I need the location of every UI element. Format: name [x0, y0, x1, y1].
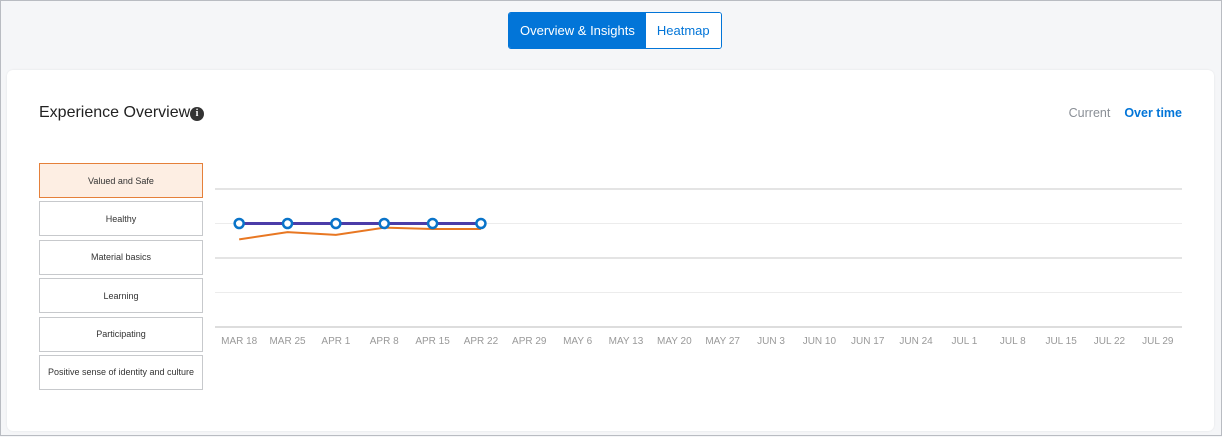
point-marker [330, 217, 342, 230]
point-marker [281, 217, 294, 230]
point-marker [475, 217, 487, 230]
domain-button[interactable]: Positive sense of identity and culture [39, 354, 203, 390]
domain-button[interactable]: Learning [39, 278, 203, 314]
point-marker [378, 217, 390, 230]
domain-button[interactable]: Participating [39, 316, 203, 352]
x-tick-label: MAY 27 [705, 336, 740, 347]
x-tick-label: APR 29 [512, 336, 547, 347]
point-marker [426, 217, 439, 230]
info-icon[interactable]: i [190, 107, 204, 121]
view-option[interactable]: Current [1068, 106, 1111, 120]
x-tick-label: JUL 8 [1000, 336, 1026, 347]
x-tick-label: MAY 13 [609, 336, 644, 347]
series-line [239, 226, 481, 241]
x-tick-label: JUN 3 [757, 336, 785, 347]
domain-button[interactable]: Valued and Safe [39, 163, 203, 198]
x-tick-label: JUN 10 [803, 336, 837, 347]
domain-button[interactable]: Material basics [39, 239, 203, 275]
x-tick-label: APR 15 [415, 336, 450, 347]
x-tick-label: JUN 24 [899, 336, 933, 347]
x-tick-label: JUL 15 [1045, 336, 1077, 347]
view-toggle: Current Over time [1069, 106, 1182, 120]
x-tick-label: JUL 22 [1094, 336, 1126, 347]
x-tick-label: JUN 17 [851, 336, 885, 347]
domain-button[interactable]: Healthy [39, 201, 203, 237]
x-tick-label: MAY 20 [657, 336, 692, 347]
tab[interactable]: Heatmap [645, 13, 721, 48]
x-tick-label: APR 8 [370, 336, 399, 347]
x-tick-label: APR 22 [464, 336, 499, 347]
x-tick-label: MAY 6 [563, 336, 593, 347]
x-tick-label: APR 1 [321, 336, 350, 347]
point-marker [233, 217, 245, 230]
card-title: Experience Overview [39, 104, 191, 121]
tab[interactable]: Overview & Insights [509, 13, 646, 48]
card: Experience Overview i Current Over time V… [7, 70, 1214, 431]
x-tick-label: JUL 1 [952, 336, 978, 347]
domain-list: Valued and Safe Healthy Material basics Lea… [39, 163, 203, 393]
x-tick-label: JUL 29 [1142, 336, 1174, 347]
x-tick-label: MAR 25 [269, 336, 306, 347]
tab-group: Overview & Insights Heatmap [508, 12, 722, 49]
x-tick-label: MAR 18 [221, 336, 258, 347]
view-option[interactable]: Over time [1124, 106, 1182, 120]
